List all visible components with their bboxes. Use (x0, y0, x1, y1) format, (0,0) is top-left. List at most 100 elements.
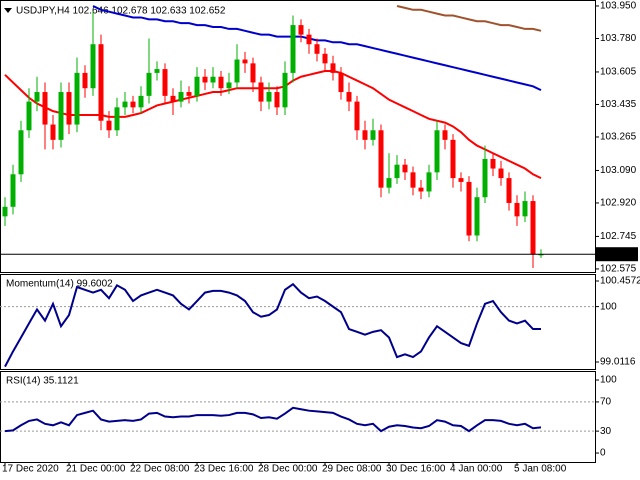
candle-body (90, 44, 96, 89)
y-tick-label: 102.575 (600, 264, 637, 275)
momentum-panel (0, 274, 596, 370)
y-tick-label: 103.950 (600, 1, 637, 12)
candle-body (450, 139, 456, 179)
y-tick-label: 103.090 (600, 165, 637, 176)
candle-body (66, 92, 72, 125)
candle-body (482, 158, 488, 198)
candle-body (402, 164, 408, 173)
indicator-line (4, 282, 542, 368)
candle-body (26, 101, 32, 131)
candle-body (522, 201, 528, 217)
candle-body (298, 25, 304, 35)
y-tick-label: 103.605 (600, 67, 637, 78)
candle-body (234, 59, 240, 83)
main-panel (0, 0, 596, 273)
candle-body (426, 172, 432, 192)
candle-body (202, 76, 208, 83)
indicator-line (4, 406, 542, 433)
candle-body (106, 120, 112, 131)
candle-body (138, 95, 144, 108)
candle-body (282, 72, 288, 108)
y-tick-label: 30 (600, 426, 612, 437)
candle-body (2, 206, 8, 217)
y-tick-label: 0 (600, 448, 606, 459)
x-tick-label: 5 Jan 08:00 (514, 464, 567, 475)
candle-body (146, 72, 152, 96)
x-tick-label: 17 Dec 2020 (2, 464, 59, 475)
candle-body (498, 168, 504, 179)
candle-body (514, 202, 520, 217)
candle-body (266, 92, 272, 102)
candle-body (490, 158, 496, 169)
candle-body (82, 72, 88, 89)
candle-body (370, 130, 376, 140)
candle-body (474, 197, 480, 236)
candle-body (210, 76, 216, 83)
rsi-title: RSI(14) 35.1121 (6, 376, 79, 387)
candle-body (458, 178, 464, 182)
x-tick-label: 28 Dec 00:00 (258, 464, 318, 475)
candle-body (194, 76, 200, 96)
candle-body (242, 59, 248, 64)
candle-body (338, 72, 344, 93)
candle-body (98, 44, 104, 121)
candle-body (354, 101, 360, 131)
x-tick-label: 22 Dec 08:00 (130, 464, 190, 475)
candle-body (314, 44, 320, 54)
candle-body (58, 92, 64, 140)
candle-body (434, 130, 440, 173)
candle-body (274, 92, 280, 108)
candle-body (378, 130, 384, 188)
candle-body (394, 164, 400, 179)
x-tick-label: 29 Dec 08:00 (322, 464, 382, 475)
candle-body (290, 25, 296, 73)
candle-body (178, 92, 184, 102)
candle-body (218, 76, 224, 89)
main-title: USDJPY,H4 102.646 102.678 102.633 102.65… (16, 6, 226, 17)
candle-body (538, 254, 544, 256)
last-price-label: 102.652 (599, 249, 636, 260)
candle-body (130, 101, 136, 108)
candle-body (530, 201, 536, 255)
candle-body (330, 63, 336, 73)
candle-body (258, 82, 264, 102)
candle-body (226, 82, 232, 89)
candle-body (162, 69, 168, 96)
candle-body (154, 69, 160, 73)
y-tick-label: 100.4572 (600, 276, 640, 287)
x-tick-label: 30 Dec 16:00 (386, 464, 446, 475)
candle-body (18, 130, 24, 175)
candle-body (114, 107, 120, 131)
x-tick-label: 4 Jan 00:00 (450, 464, 503, 475)
rsi-panel (0, 371, 596, 463)
y-tick-label: 103.435 (600, 99, 637, 110)
candle-body (186, 92, 192, 96)
y-tick-label: 102.745 (600, 231, 637, 242)
candle-body (442, 130, 448, 140)
last-price-box (596, 247, 638, 262)
candle-body (410, 172, 416, 188)
candle-body (322, 53, 328, 64)
y-tick-label: 100 (600, 375, 617, 386)
candle-body (74, 72, 80, 125)
candle-body (362, 130, 368, 140)
candle-body (34, 92, 40, 102)
y-tick-label: 99.0116 (600, 357, 636, 368)
candle-body (10, 174, 16, 207)
x-tick-label: 23 Dec 16:00 (194, 464, 254, 475)
candle-body (50, 124, 56, 140)
y-tick-label: 103.265 (600, 132, 637, 143)
y-tick-label: 102.920 (600, 198, 637, 209)
candle-body (346, 92, 352, 102)
candle-body (306, 34, 312, 45)
candle-body (122, 101, 128, 108)
moving-average (4, 70, 542, 180)
candle-body (250, 63, 256, 83)
y-tick-label: 70 (600, 397, 612, 408)
candle-body (466, 181, 472, 236)
candle-body (418, 187, 424, 192)
menu-triangle[interactable] (4, 8, 12, 13)
candle-body (386, 178, 392, 188)
candle-body (170, 95, 176, 102)
